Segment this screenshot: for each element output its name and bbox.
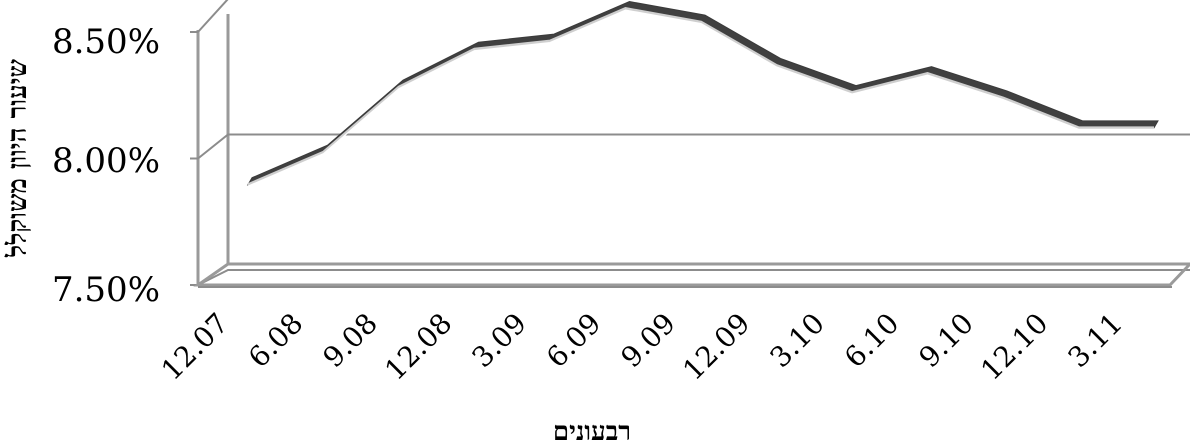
x-tick-label: 6.08 [242,307,309,374]
floor [193,262,1190,287]
x-tick-label: 3.09 [466,307,533,374]
x-tick-label: 12.07 [155,307,235,387]
x-tick-label: 3.11 [1062,307,1129,374]
x-axis-title: רבעונים [553,417,631,447]
y-axis-ticks: 8.50% 8.00% 7.50% [52,22,160,310]
gridline [197,269,1190,286]
x-tick-label: 9.09 [615,307,682,374]
y-axis-title: שיעור היוון משוקלל [3,58,33,257]
x-tick-label: 12.10 [974,307,1054,387]
series-line-highlight [247,9,1154,187]
gridlines [190,0,1190,288]
x-tick-label: 12.09 [676,307,756,387]
y-tick-label: 8.50% [52,22,160,62]
y-tick-label: 7.50% [52,270,160,310]
x-tick-label: 12.08 [378,307,458,387]
x-tick-label: 3.10 [764,307,831,374]
gridline [197,133,1190,160]
x-tick-label: 9.08 [317,307,384,374]
series-line-front [247,7,1154,187]
series-line [246,1,1159,187]
x-tick-label: 6.10 [838,307,905,374]
x-tick-label: 9.10 [913,307,980,374]
x-tick-label: 6.09 [540,307,607,374]
gridline [197,0,1190,33]
series-ribbon-top [246,1,1159,186]
y-tick-label: 8.00% [52,141,160,181]
